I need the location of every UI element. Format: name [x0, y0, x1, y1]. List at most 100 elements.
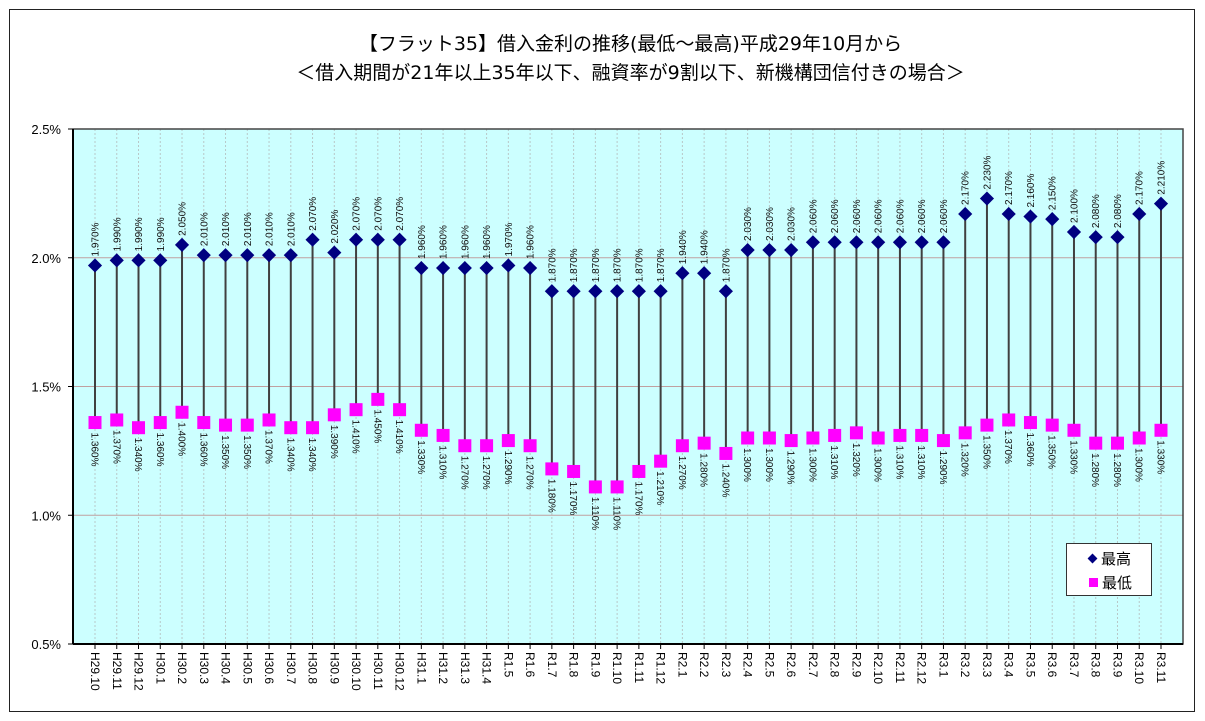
min-data-label: 1.300% [872, 448, 883, 482]
max-point [457, 260, 472, 276]
x-tick-label: R2.11 [893, 652, 907, 683]
min-data-label: 1.290% [502, 451, 513, 485]
min-data-label: 1.370% [1002, 430, 1013, 464]
max-data-label: 1.870% [634, 248, 645, 282]
max-point [1001, 206, 1016, 222]
x-tick-label: R3.6 [1045, 652, 1059, 678]
min-point [327, 408, 341, 422]
min-data-label: 1.360% [197, 433, 208, 467]
max-data-label: 2.060% [874, 199, 885, 233]
max-point [653, 284, 668, 299]
x-tick-label: H29.12 [132, 652, 146, 691]
x-tick-label: R3.9 [1110, 652, 1124, 678]
min-point [828, 428, 842, 442]
max-data-label: 2.010% [286, 212, 297, 246]
min-point [132, 421, 146, 435]
max-data-label: 2.100% [1069, 189, 1080, 223]
min-data-label: 1.110% [611, 497, 622, 530]
max-data-label: 2.070% [373, 197, 384, 231]
min-point [1067, 423, 1081, 437]
max-point [479, 260, 494, 276]
max-data-label: 2.010% [265, 212, 276, 246]
min-point [610, 480, 624, 494]
min-data-label: 1.410% [350, 420, 361, 454]
min-point [588, 480, 602, 494]
x-tick-label: R2.6 [784, 652, 798, 678]
max-point [610, 284, 625, 299]
max-point [827, 235, 842, 250]
min-data-label: 1.270% [676, 456, 687, 490]
max-point [327, 245, 342, 260]
min-data-label: 1.350% [241, 435, 252, 469]
x-tick-label: R1.7 [545, 652, 559, 678]
max-point [697, 266, 712, 281]
max-point [1023, 209, 1038, 224]
max-data-label: 1.870% [591, 248, 602, 282]
min-point [697, 436, 711, 450]
max-point [1045, 212, 1060, 227]
max-point [131, 253, 146, 268]
max-point [283, 248, 298, 263]
x-tick-label: R1.9 [588, 652, 602, 678]
legend-item-max: 最高 [1087, 548, 1131, 569]
min-data-label: 1.300% [806, 448, 817, 482]
max-data-label: 2.210% [1156, 161, 1167, 195]
min-data-label: 1.400% [176, 422, 187, 456]
x-tick-label: R3.10 [1132, 652, 1146, 684]
max-point [153, 253, 168, 268]
max-data-label: 1.870% [547, 248, 558, 282]
max-point [414, 260, 429, 276]
max-data-label: 1.990% [112, 217, 123, 251]
max-data-label: 2.060% [852, 199, 863, 233]
max-data-label: 2.060% [939, 199, 950, 233]
min-point [1154, 423, 1168, 437]
min-point [1002, 413, 1016, 427]
min-point [458, 439, 472, 453]
min-point [545, 462, 559, 476]
y-tick-label: 0.5% [31, 637, 61, 652]
max-point [1132, 206, 1147, 222]
x-tick-label: R3.3 [980, 652, 994, 678]
x-tick-label: R2.12 [915, 652, 929, 684]
square-marker-icon [1089, 578, 1098, 587]
x-tick-label: R1.11 [632, 652, 646, 683]
max-data-label: 1.940% [700, 230, 711, 264]
min-data-label: 1.320% [959, 443, 970, 477]
max-point [523, 260, 538, 276]
x-tick-label: R2.1 [675, 652, 689, 678]
min-data-label: 1.390% [328, 425, 339, 459]
x-tick-label: H30.3 [197, 652, 211, 684]
min-point [719, 446, 733, 460]
max-point [87, 258, 103, 273]
x-tick-label: H30.9 [327, 652, 341, 684]
diamond-marker-icon [1087, 553, 1098, 564]
max-data-label: 2.070% [395, 197, 406, 231]
x-tick-label: H30.2 [175, 652, 189, 684]
min-data-label: 1.300% [741, 448, 752, 482]
min-point [414, 423, 428, 437]
min-point [371, 392, 385, 406]
min-data-label: 1.410% [393, 420, 404, 454]
x-tick-label: H29.10 [88, 652, 102, 691]
min-point [284, 421, 298, 435]
y-tick-label: 2.5% [31, 122, 61, 137]
max-point [675, 266, 690, 281]
max-point [871, 235, 886, 250]
max-point [174, 237, 190, 252]
min-data-label: 1.270% [480, 456, 491, 490]
x-tick-label: H31.3 [458, 652, 472, 684]
max-point [740, 242, 755, 258]
min-data-label: 1.280% [1111, 453, 1122, 487]
max-point [631, 284, 646, 299]
x-tick-label: R1.5 [501, 652, 515, 678]
max-data-label: 1.960% [460, 225, 471, 259]
min-point [240, 418, 254, 432]
min-point [849, 426, 863, 440]
max-point [1066, 224, 1082, 240]
min-point [480, 439, 494, 453]
x-tick-label: H30.5 [240, 652, 254, 684]
max-point [544, 284, 559, 299]
x-tick-label: R1.12 [654, 652, 668, 684]
min-data-label: 1.270% [458, 456, 469, 490]
min-point [349, 403, 363, 417]
